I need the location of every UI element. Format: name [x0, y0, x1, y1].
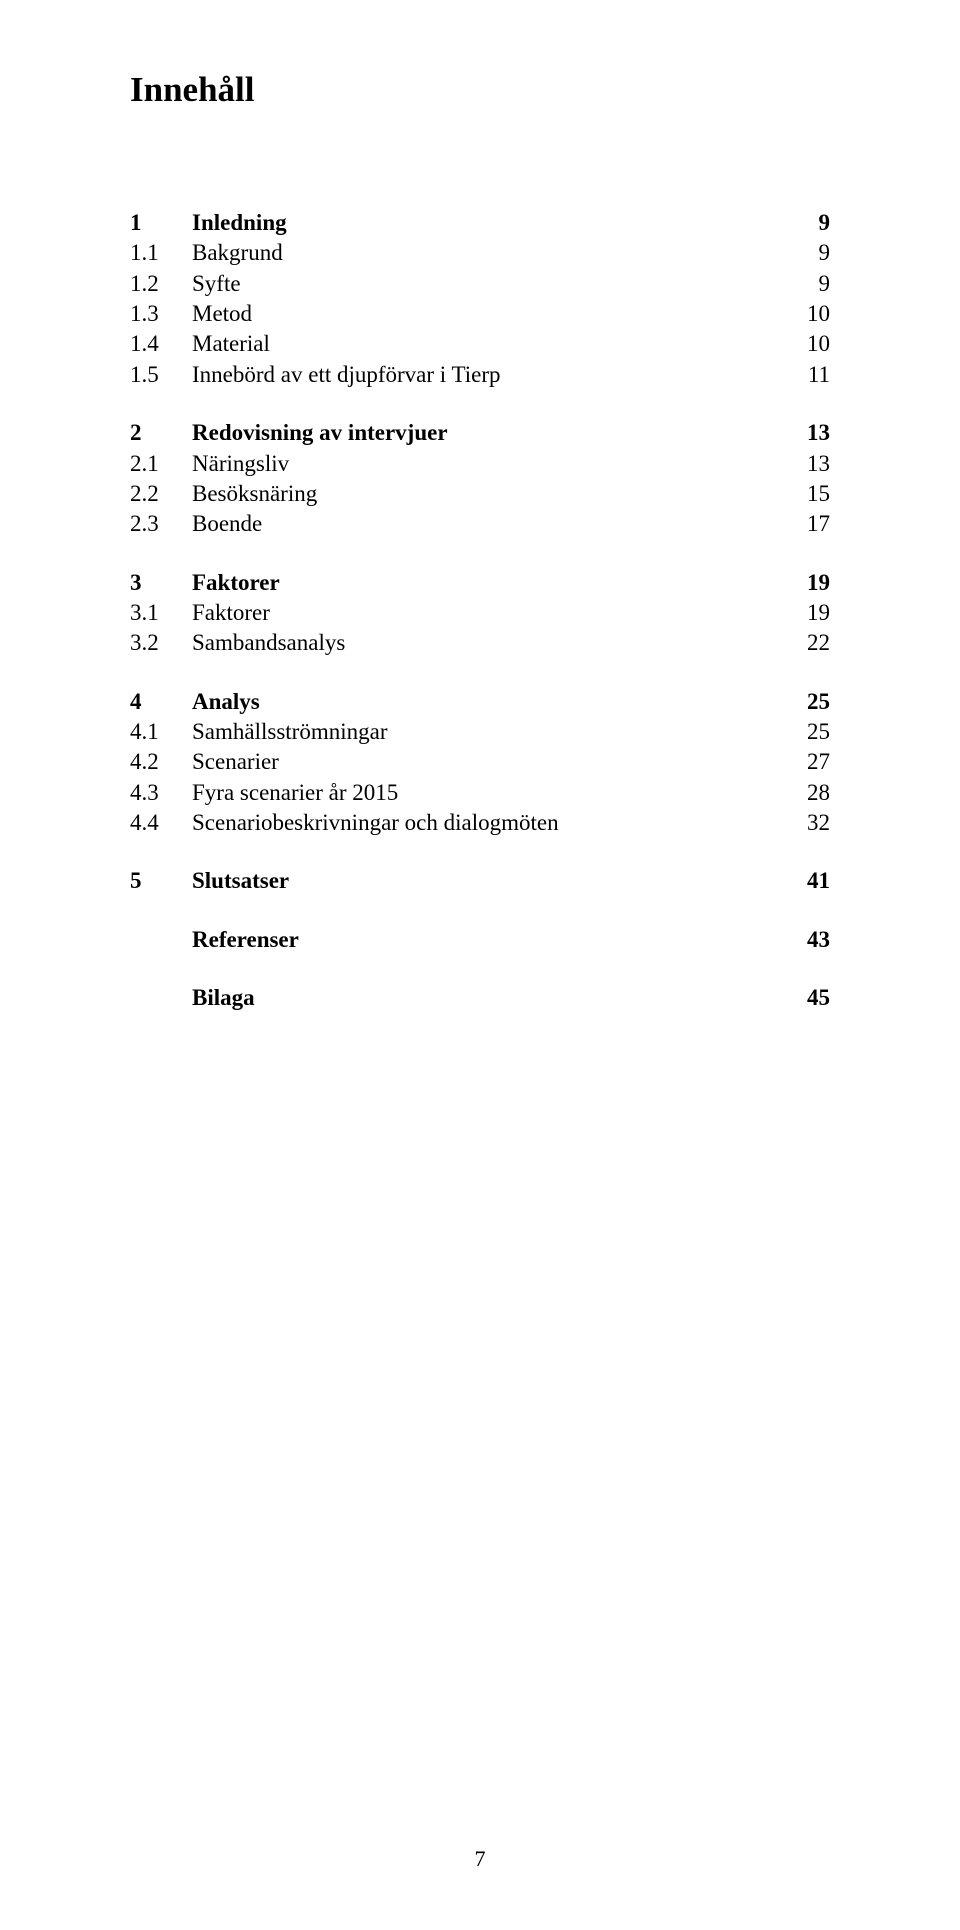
toc-row-text: Faktorer: [192, 598, 786, 628]
toc-section-header: 5 Slutsatser 41: [130, 866, 830, 896]
toc-section-header: 4 Analys 25: [130, 687, 830, 717]
toc-section-text: Faktorer: [192, 568, 786, 598]
toc-section-page: 9: [786, 208, 830, 238]
toc-row-num: 4.2: [130, 747, 192, 777]
toc-row-page: 28: [786, 778, 830, 808]
toc-row: 1.5 Innebörd av ett djupförvar i Tierp 1…: [130, 360, 830, 390]
toc-row-text: Sambandsanalys: [192, 628, 786, 658]
toc-row: 1.3 Metod 10: [130, 299, 830, 329]
toc-row-num: 4.4: [130, 808, 192, 838]
toc-section-num: 3: [130, 568, 192, 598]
toc-section-group: Bilaga 45: [130, 983, 830, 1013]
toc-row-text: Fyra scenarier år 2015: [192, 778, 786, 808]
toc-row-text: Samhällsströmningar: [192, 717, 786, 747]
toc-row-page: 10: [786, 329, 830, 359]
toc-section-group: 5 Slutsatser 41: [130, 866, 830, 896]
toc-section-header: 3 Faktorer 19: [130, 568, 830, 598]
toc-row-page: 11: [786, 360, 830, 390]
toc-section-group: 4 Analys 25 4.1 Samhällsströmningar 25 4…: [130, 687, 830, 839]
toc-row: 4.4 Scenariobeskrivningar och dialogmöte…: [130, 808, 830, 838]
toc-section-text: Bilaga: [192, 983, 786, 1013]
toc-row-text: Innebörd av ett djupförvar i Tierp: [192, 360, 786, 390]
toc-row-page: 17: [786, 509, 830, 539]
toc-section-header: 1 Inledning 9: [130, 208, 830, 238]
toc-row-text: Syfte: [192, 269, 786, 299]
toc-section-page: 19: [786, 568, 830, 598]
toc-row: 4.3 Fyra scenarier år 2015 28: [130, 778, 830, 808]
toc-row-num: 4.3: [130, 778, 192, 808]
toc-row-page: 9: [786, 269, 830, 299]
toc-row-num: 2.3: [130, 509, 192, 539]
toc-row-num: 4.1: [130, 717, 192, 747]
toc-row-page: 19: [786, 598, 830, 628]
toc-section-page: 41: [786, 866, 830, 896]
toc-row-text: Näringsliv: [192, 449, 786, 479]
toc-row-num: 3.2: [130, 628, 192, 658]
toc-row: 4.1 Samhällsströmningar 25: [130, 717, 830, 747]
toc-row: 3.2 Sambandsanalys 22: [130, 628, 830, 658]
toc-row: 2.1 Näringsliv 13: [130, 449, 830, 479]
toc-row: 2.2 Besöksnäring 15: [130, 479, 830, 509]
toc-row: 2.3 Boende 17: [130, 509, 830, 539]
toc-row: 3.1 Faktorer 19: [130, 598, 830, 628]
toc-section-text: Slutsatser: [192, 866, 786, 896]
toc-row: 4.2 Scenarier 27: [130, 747, 830, 777]
toc-row-page: 32: [786, 808, 830, 838]
page-number: 7: [0, 1846, 960, 1872]
toc-section-text: Inledning: [192, 208, 786, 238]
toc-section-group: 1 Inledning 9 1.1 Bakgrund 9 1.2 Syfte 9…: [130, 208, 830, 390]
toc-section-text: Redovisning av intervjuer: [192, 418, 786, 448]
toc-section-group: 3 Faktorer 19 3.1 Faktorer 19 3.2 Samban…: [130, 568, 830, 659]
toc-row-num: 1.1: [130, 238, 192, 268]
table-of-contents: 1 Inledning 9 1.1 Bakgrund 9 1.2 Syfte 9…: [130, 208, 830, 1014]
toc-row-num: 1.3: [130, 299, 192, 329]
toc-section-group: 2 Redovisning av intervjuer 13 2.1 Närin…: [130, 418, 830, 539]
toc-row-text: Scenarier: [192, 747, 786, 777]
toc-section-page: 13: [786, 418, 830, 448]
toc-section-header: Bilaga 45: [130, 983, 830, 1013]
toc-row: 1.4 Material 10: [130, 329, 830, 359]
toc-section-num: 4: [130, 687, 192, 717]
toc-section-header: 2 Redovisning av intervjuer 13: [130, 418, 830, 448]
toc-row-page: 13: [786, 449, 830, 479]
toc-row: 1.2 Syfte 9: [130, 269, 830, 299]
toc-row-text: Bakgrund: [192, 238, 786, 268]
toc-section-group: Referenser 43: [130, 925, 830, 955]
toc-row-page: 27: [786, 747, 830, 777]
toc-row-num: 1.4: [130, 329, 192, 359]
toc-row-page: 15: [786, 479, 830, 509]
toc-section-num: 2: [130, 418, 192, 448]
toc-section-page: 45: [786, 983, 830, 1013]
toc-row-text: Scenariobeskrivningar och dialogmöten: [192, 808, 786, 838]
page-title: Innehåll: [130, 70, 830, 110]
toc-row-text: Boende: [192, 509, 786, 539]
toc-section-page: 43: [786, 925, 830, 955]
toc-row-num: 3.1: [130, 598, 192, 628]
toc-section-page: 25: [786, 687, 830, 717]
toc-row-page: 9: [786, 238, 830, 268]
toc-section-header: Referenser 43: [130, 925, 830, 955]
toc-row-text: Metod: [192, 299, 786, 329]
toc-row: 1.1 Bakgrund 9: [130, 238, 830, 268]
toc-row-page: 22: [786, 628, 830, 658]
toc-row-page: 10: [786, 299, 830, 329]
toc-row-num: 2.2: [130, 479, 192, 509]
toc-row-text: Material: [192, 329, 786, 359]
toc-section-num: 1: [130, 208, 192, 238]
toc-row-num: 1.5: [130, 360, 192, 390]
toc-section-num: 5: [130, 866, 192, 896]
toc-row-num: 2.1: [130, 449, 192, 479]
toc-row-page: 25: [786, 717, 830, 747]
toc-section-text: Analys: [192, 687, 786, 717]
toc-row-text: Besöksnäring: [192, 479, 786, 509]
toc-section-text: Referenser: [192, 925, 786, 955]
toc-row-num: 1.2: [130, 269, 192, 299]
